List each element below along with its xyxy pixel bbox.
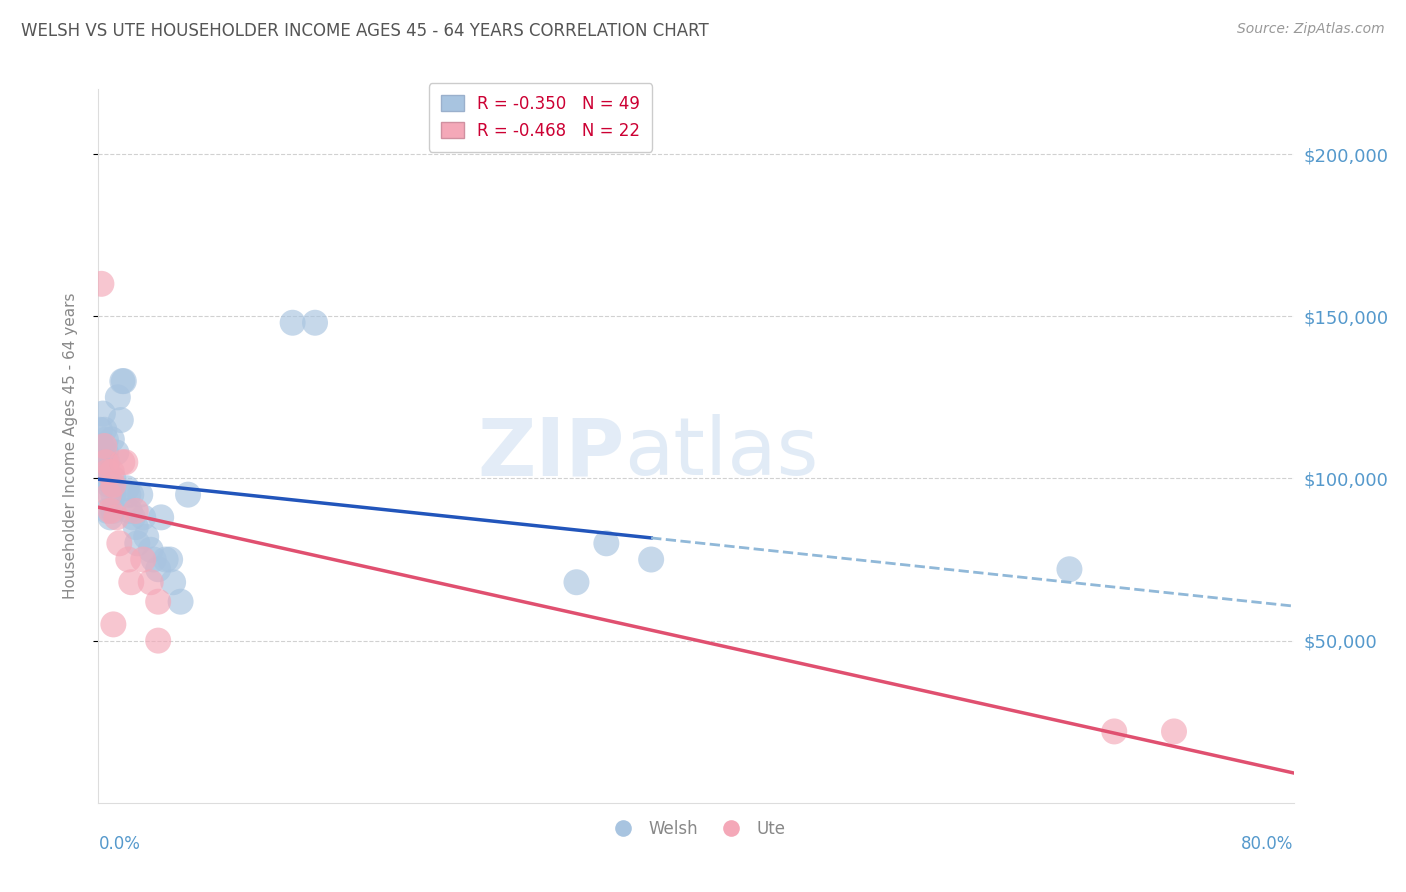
Point <box>132 510 155 524</box>
Point <box>91 445 114 459</box>
Point <box>1163 724 1185 739</box>
Point <box>132 552 155 566</box>
Text: 80.0%: 80.0% <box>1241 835 1294 853</box>
Point <box>103 504 125 518</box>
Point <box>90 439 112 453</box>
Point <box>105 510 128 524</box>
Point <box>1104 724 1126 739</box>
Point <box>97 471 120 485</box>
Point <box>108 536 131 550</box>
Point <box>155 552 177 566</box>
Point <box>103 617 125 632</box>
Point <box>103 488 125 502</box>
Point <box>139 575 162 590</box>
Point <box>110 413 132 427</box>
Point <box>118 504 141 518</box>
Point <box>595 536 617 550</box>
Point <box>96 455 118 469</box>
Point <box>139 542 162 557</box>
Point <box>112 374 135 388</box>
Point <box>89 423 111 437</box>
Point <box>93 439 115 453</box>
Point <box>117 552 139 566</box>
Point <box>90 277 112 291</box>
Point <box>120 488 142 502</box>
Point <box>281 316 304 330</box>
Point <box>114 455 136 469</box>
Point <box>94 445 117 459</box>
Text: 0.0%: 0.0% <box>98 835 141 853</box>
Point <box>97 488 120 502</box>
Point <box>93 471 115 485</box>
Text: ZIP: ZIP <box>477 414 624 492</box>
Point <box>98 510 122 524</box>
Point <box>640 552 662 566</box>
Point <box>98 504 122 518</box>
Point <box>117 488 139 502</box>
Point <box>94 433 117 447</box>
Point <box>105 445 128 459</box>
Point <box>162 575 184 590</box>
Point <box>115 481 138 495</box>
Point <box>121 510 143 524</box>
Point <box>103 478 125 492</box>
Point <box>1059 562 1081 576</box>
Text: Source: ZipAtlas.com: Source: ZipAtlas.com <box>1237 22 1385 37</box>
Point <box>159 552 181 566</box>
Y-axis label: Householder Income Ages 45 - 64 years: Householder Income Ages 45 - 64 years <box>63 293 77 599</box>
Point <box>565 575 588 590</box>
Point <box>103 471 125 485</box>
Legend: Welsh, Ute: Welsh, Ute <box>600 814 792 845</box>
Point <box>148 562 170 576</box>
Point <box>120 575 142 590</box>
Point <box>90 455 112 469</box>
Point <box>101 433 124 447</box>
Point <box>150 510 173 524</box>
Point <box>135 530 157 544</box>
Point <box>98 488 122 502</box>
Point <box>142 552 165 566</box>
Point <box>96 465 118 479</box>
Point <box>107 390 129 404</box>
Point <box>91 407 114 421</box>
Point <box>94 455 117 469</box>
Point <box>148 633 170 648</box>
Point <box>304 316 326 330</box>
Point <box>127 536 149 550</box>
Point <box>111 374 134 388</box>
Point <box>93 423 115 437</box>
Point <box>129 488 152 502</box>
Point <box>177 488 200 502</box>
Point <box>148 595 170 609</box>
Point <box>96 504 118 518</box>
Point <box>101 465 124 479</box>
Point <box>169 595 191 609</box>
Point <box>125 504 148 518</box>
Text: atlas: atlas <box>624 414 818 492</box>
Point <box>97 478 120 492</box>
Point <box>111 455 134 469</box>
Text: WELSH VS UTE HOUSEHOLDER INCOME AGES 45 - 64 YEARS CORRELATION CHART: WELSH VS UTE HOUSEHOLDER INCOME AGES 45 … <box>21 22 709 40</box>
Point <box>125 520 148 534</box>
